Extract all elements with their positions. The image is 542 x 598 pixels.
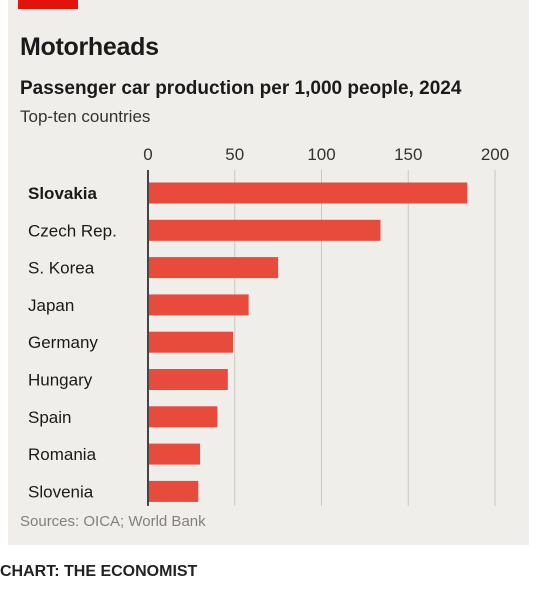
bar-japan — [149, 294, 249, 316]
category-label: Slovenia — [28, 482, 94, 501]
bar-spain — [149, 406, 218, 428]
category-label: Germany — [28, 333, 98, 352]
category-label: Hungary — [28, 371, 93, 390]
bar-chart: 0 50 100 150 200 Slovakia Czech Rep. S. Korea Ja… — [28, 145, 509, 506]
chart-title: Motorheads — [20, 33, 159, 61]
bar-slovakia — [149, 182, 468, 204]
bar-czech-rep — [149, 219, 381, 241]
source-note: Sources: OICA; World Bank — [20, 513, 206, 530]
bar-romania — [149, 443, 201, 465]
bar-s-korea — [149, 257, 279, 279]
bar-hungary — [149, 369, 228, 390]
brand-tag — [18, 0, 78, 9]
x-tick-label: 150 — [394, 145, 422, 164]
chart-note: Top-ten countries — [20, 107, 151, 126]
bar-germany — [149, 331, 234, 353]
bar-slovenia — [149, 480, 199, 502]
category-label: Japan — [28, 296, 74, 315]
category-label: Spain — [28, 408, 71, 427]
chart-subtitle: Passenger car production per 1,000 peopl… — [20, 78, 462, 99]
x-tick-label: 100 — [307, 145, 335, 164]
chart-credit: CHART: THE ECONOMIST — [0, 563, 198, 580]
category-label: S. Korea — [28, 259, 95, 278]
category-label: Slovakia — [28, 184, 98, 203]
x-tick-label: 50 — [225, 145, 244, 164]
x-tick-label: 200 — [481, 145, 509, 164]
category-label: Czech Rep. — [28, 221, 117, 240]
category-label: Romania — [28, 445, 97, 464]
x-tick-label: 0 — [143, 145, 152, 164]
